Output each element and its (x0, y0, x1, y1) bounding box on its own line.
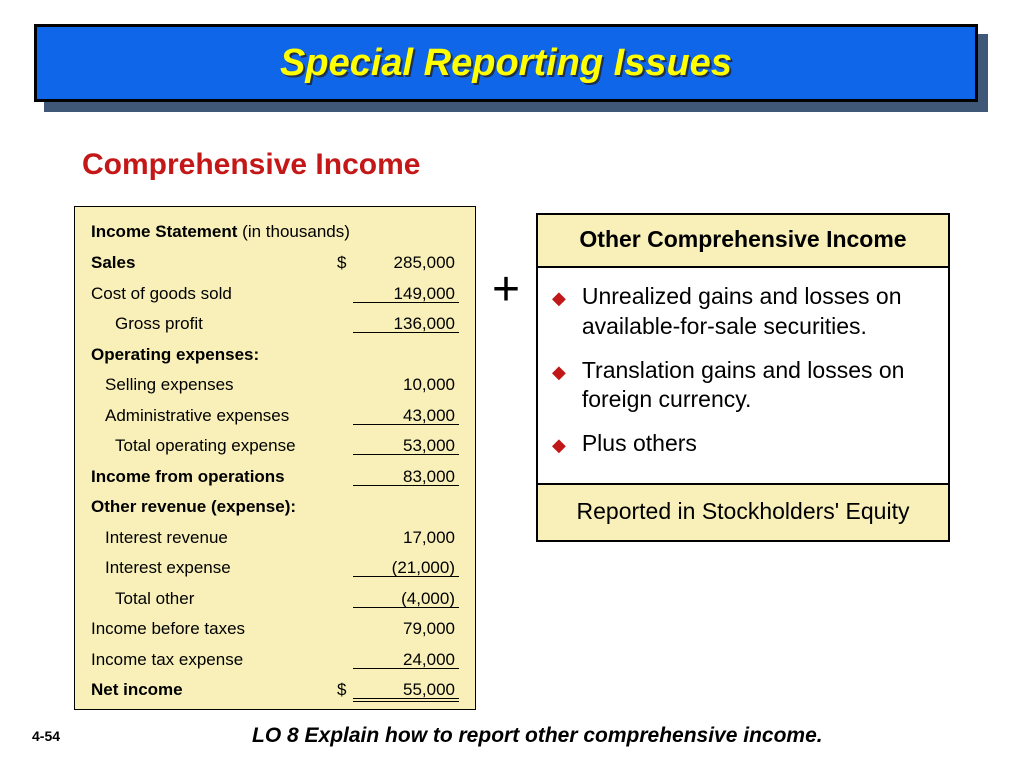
is-row: Net income $55,000 (91, 681, 459, 705)
oc-bullet-text: Plus others (582, 429, 697, 459)
is-row-value: 136,000 (353, 315, 459, 333)
is-row-label: Gross profit (91, 315, 203, 332)
is-row-value: (21,000) (353, 559, 459, 577)
is-row-label: Total other (91, 590, 194, 607)
diamond-icon: ◆ (552, 361, 566, 384)
is-row-value: 53,000 (353, 437, 459, 455)
oc-body: ◆ Unrealized gains and losses on availabl… (538, 268, 948, 483)
dollar-sign: $ (337, 254, 346, 271)
is-row: Selling expenses 10,000 (91, 376, 459, 400)
is-row-label: Administrative expenses (91, 407, 289, 424)
is-row-value: 83,000 (353, 468, 459, 486)
is-row: Income from operations 83,000 (91, 468, 459, 492)
is-row: Total other (4,000) (91, 590, 459, 614)
is-row-value: 149,000 (353, 285, 459, 303)
diamond-icon: ◆ (552, 434, 566, 457)
is-row: Gross profit 136,000 (91, 315, 459, 339)
is-row-value: 43,000 (353, 407, 459, 425)
diamond-icon: ◆ (552, 287, 566, 310)
is-row-label: Selling expenses (91, 376, 234, 393)
is-row-label: Interest expense (91, 559, 231, 576)
oc-bullet: ◆ Unrealized gains and losses on availabl… (552, 282, 934, 342)
is-row-label: Interest revenue (91, 529, 228, 546)
is-row-value: 10,000 (353, 376, 459, 393)
title-bar: Special Reporting Issues (34, 24, 978, 102)
is-row: Sales $285,000 (91, 254, 459, 278)
oc-header: Other Comprehensive Income (538, 215, 948, 268)
is-row-value: 24,000 (353, 651, 459, 669)
other-comprehensive-box: Other Comprehensive Income ◆ Unrealized g… (536, 213, 950, 542)
is-row: Income before taxes 79,000 (91, 620, 459, 644)
is-row-value: 17,000 (353, 529, 459, 546)
is-row-label: Income tax expense (91, 651, 243, 668)
is-row-label: Cost of goods sold (91, 285, 232, 302)
is-row: Interest revenue 17,000 (91, 529, 459, 553)
is-row-label: Sales (91, 254, 135, 271)
is-row-label: Income from operations (91, 468, 285, 485)
is-row-label: Net income (91, 681, 183, 698)
is-row-value: 79,000 (353, 620, 459, 637)
is-row-label: Other revenue (expense): (91, 498, 296, 515)
dollar-sign: $ (337, 681, 346, 698)
is-row-value: (4,000) (353, 590, 459, 608)
oc-bullet: ◆ Plus others (552, 429, 934, 459)
is-row: Income tax expense 24,000 (91, 651, 459, 675)
income-statement-box: Income Statement (in thousands) Sales $28… (74, 206, 476, 710)
is-row: Operating expenses: (91, 346, 459, 370)
is-row-label: Income before taxes (91, 620, 245, 637)
oc-footer: Reported in Stockholders' Equity (538, 483, 948, 540)
oc-bullet: ◆ Translation gains and losses on foreign… (552, 356, 934, 416)
is-row-label: Total operating expense (91, 437, 296, 454)
page-number: 4-54 (32, 728, 60, 744)
is-row: Total operating expense 53,000 (91, 437, 459, 461)
plus-symbol: + (492, 262, 520, 317)
is-row: Interest expense (21,000) (91, 559, 459, 583)
is-row-value: $55,000 (353, 681, 459, 702)
learning-objective: LO 8 Explain how to report other compreh… (252, 724, 994, 748)
oc-bullet-text: Unrealized gains and losses on available… (582, 282, 934, 342)
is-row: Cost of goods sold 149,000 (91, 285, 459, 309)
slide-title: Special Reporting Issues (280, 42, 732, 85)
subtitle: Comprehensive Income (82, 148, 420, 182)
is-row: Other revenue (expense): (91, 498, 459, 522)
income-statement-title: Income Statement (in thousands) (91, 223, 459, 240)
is-row-value: $285,000 (353, 254, 459, 271)
is-row: Administrative expenses 43,000 (91, 407, 459, 431)
oc-bullet-text: Translation gains and losses on foreign … (582, 356, 934, 416)
is-row-label: Operating expenses: (91, 346, 259, 363)
